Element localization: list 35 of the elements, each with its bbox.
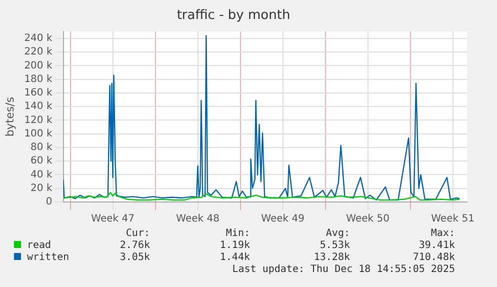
chart-title: traffic - by month — [176, 8, 290, 24]
legend-label: written — [26, 252, 70, 263]
y-tick-label: 140 k — [24, 101, 52, 112]
text: 13.28k — [314, 252, 350, 263]
x-tick-label: Week 48 — [176, 214, 220, 225]
text: 2.76k — [120, 240, 150, 251]
x-tick-label: Week 49 — [261, 214, 304, 225]
text: Last update: Thu Dec 18 14:55:05 2025 — [232, 264, 455, 275]
y-tick-label: 120 k — [24, 114, 52, 126]
text: Avg: — [326, 228, 350, 239]
y-tick-label: 20 k — [30, 182, 52, 194]
y-tick-label: 80 k — [30, 142, 52, 154]
y-axis-title: bytes/s — [3, 96, 16, 137]
text: 1.19k — [220, 240, 250, 251]
text: 39.41k — [418, 240, 455, 251]
y-tick-label: 40 k — [30, 169, 52, 180]
y-tick-label: 200 k — [24, 60, 52, 72]
y-tick-label: 240 k — [24, 33, 52, 44]
text: 5.53k — [320, 240, 350, 251]
text: Cur: — [126, 228, 150, 239]
y-tick-label: 220 k — [24, 46, 52, 58]
y-tick-label: 100 k — [24, 128, 52, 140]
text: 710.48k — [412, 252, 455, 263]
text: Min: — [226, 228, 250, 239]
x-tick-label: Week 51 — [431, 214, 474, 225]
text: Max: — [430, 228, 455, 239]
x-tick-label: Week 50 — [346, 214, 390, 225]
text: 1.44k — [220, 252, 250, 263]
text: 3.05k — [120, 252, 150, 263]
x-tick-label: Week 47 — [91, 214, 134, 225]
legend-label: read — [26, 240, 52, 251]
y-tick-label: 160 k — [24, 88, 52, 99]
y-tick-label: 0 — [46, 196, 52, 208]
y-tick-label: 180 k — [24, 74, 52, 85]
y-tick-label: 60 k — [30, 156, 52, 167]
